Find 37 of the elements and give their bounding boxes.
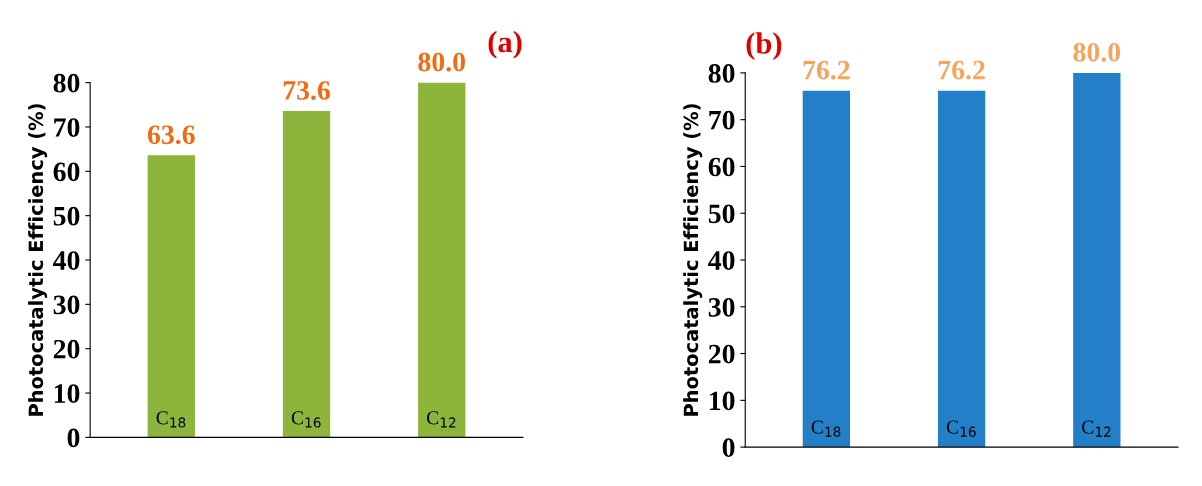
data-label: 76.2: [803, 60, 850, 80]
bar: [147, 155, 195, 438]
data-label: 80.0: [1073, 42, 1121, 62]
y-tick-label: 20: [53, 339, 80, 359]
x-tick-label: C$_{12}$: [426, 411, 456, 428]
y-tick-label: 80: [53, 73, 80, 93]
data-label: 63.6: [147, 125, 195, 145]
x-tick-label: C$_{12}$: [1082, 420, 1111, 437]
data-label: 76.2: [938, 60, 985, 80]
y-axis-title: Photocatalytic Efficiency (%): [683, 104, 703, 416]
y-tick-label: 40: [708, 251, 735, 270]
data-label: 80.0: [418, 52, 465, 72]
y-tick-label: 50: [708, 204, 735, 224]
y-tick-label: 10: [709, 391, 735, 411]
y-tick-label: 40: [53, 251, 80, 270]
y-axis-title: Photocatalytic Efficiency (%): [28, 104, 48, 416]
x-tick-label: C$_{16}$: [946, 420, 976, 437]
y-tick-label: 20: [708, 344, 735, 364]
y-tick-label: 70: [709, 110, 735, 130]
y-tick-label: 70: [54, 118, 80, 137]
y-tick-label: 60: [708, 157, 735, 177]
chart-title: (a): [488, 30, 522, 59]
y-tick-label: 0: [722, 438, 735, 458]
data-label: 73.6: [283, 81, 330, 100]
x-tick-label: C$_{18}$: [156, 411, 186, 428]
bar: [418, 82, 466, 438]
x-tick-label: C$_{16}$: [291, 411, 321, 428]
x-tick-label: C$_{18}$: [811, 420, 841, 437]
y-tick-label: 0: [67, 428, 80, 448]
bar: [282, 111, 331, 438]
y-tick-label: 60: [53, 162, 80, 182]
y-tick-label: 30: [53, 295, 80, 315]
y-tick-label: 30: [708, 297, 735, 317]
y-tick-label: 50: [53, 206, 80, 226]
chart-title: (b): [746, 32, 782, 60]
y-tick-label: 80: [708, 64, 735, 83]
y-tick-label: 10: [54, 384, 80, 403]
